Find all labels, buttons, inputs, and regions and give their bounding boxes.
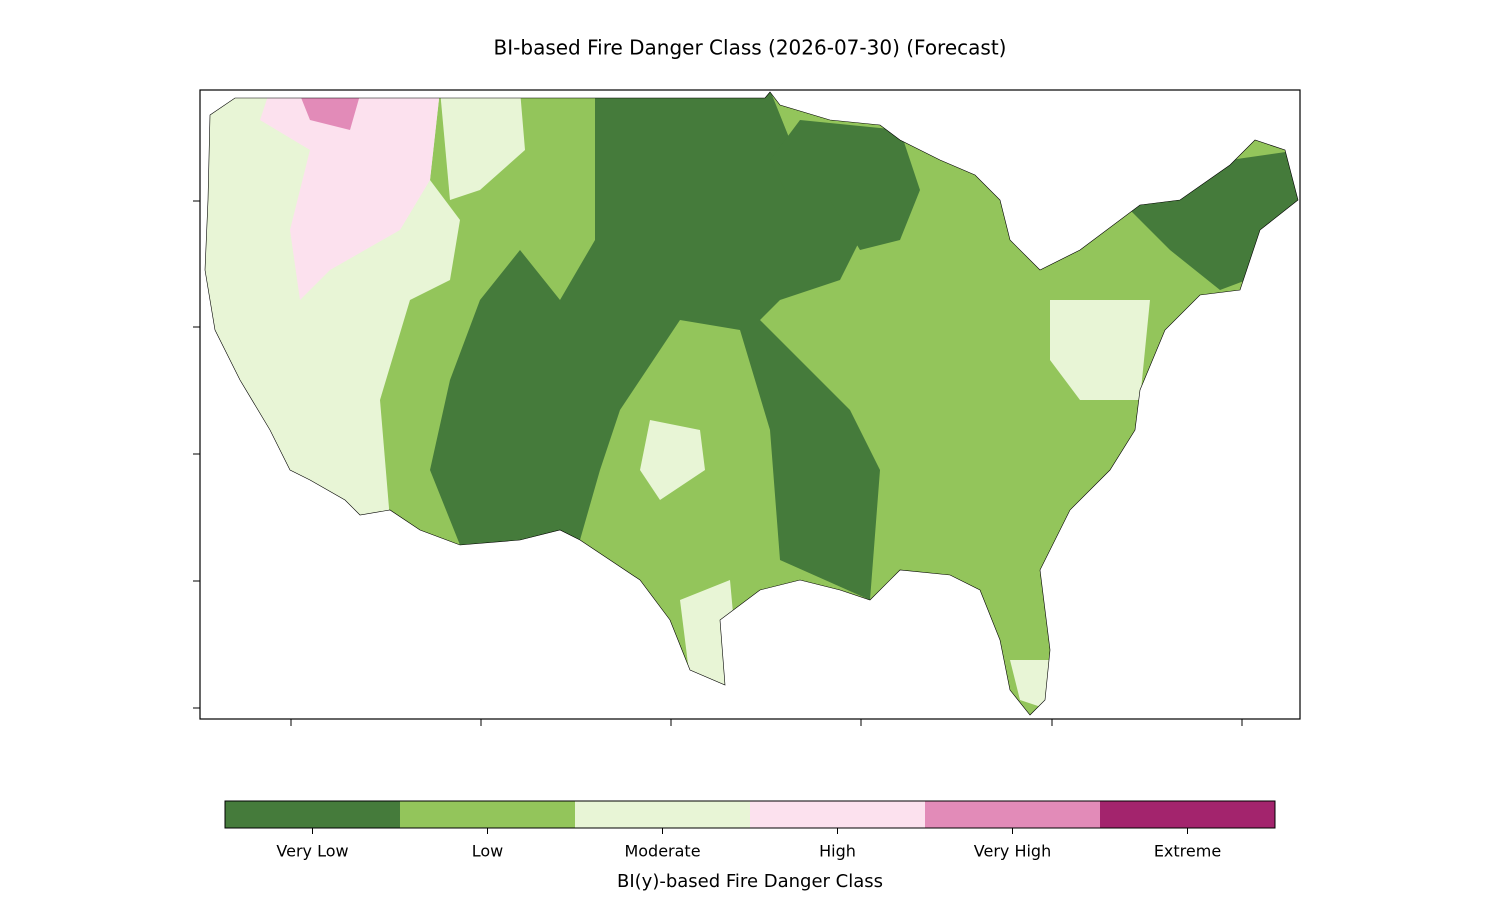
colorbar-label: BI(y)-based Fire Danger Class <box>617 871 883 892</box>
colorbar: Very Low Low Moderate High Very High Extreme <box>224 800 1276 861</box>
map <box>205 92 1298 715</box>
colorbar-tick-label: High <box>819 842 856 861</box>
colorbar-segment <box>925 801 1100 828</box>
colorbar-frame <box>224 800 1276 829</box>
title: BI-based Fire Danger Class (2026-07-30) … <box>494 36 1007 60</box>
colorbar-tick-label: Extreme <box>1154 842 1221 861</box>
outline <box>204 91 1299 716</box>
colorbar-segment <box>575 801 750 828</box>
axis-ticks <box>193 200 1243 726</box>
colorbar-tick-label: Low <box>472 842 504 861</box>
colorbar-tick-label: Very Low <box>276 842 348 861</box>
colorbar-tick-label: Very High <box>974 842 1051 861</box>
colorbar-tick-label: Moderate <box>624 842 700 861</box>
colorbar-segment <box>750 801 925 828</box>
colorbar-segment <box>1100 801 1275 828</box>
map-frame <box>199 89 1301 720</box>
colorbar-segment <box>225 801 400 828</box>
colorbar-segment <box>400 801 575 828</box>
